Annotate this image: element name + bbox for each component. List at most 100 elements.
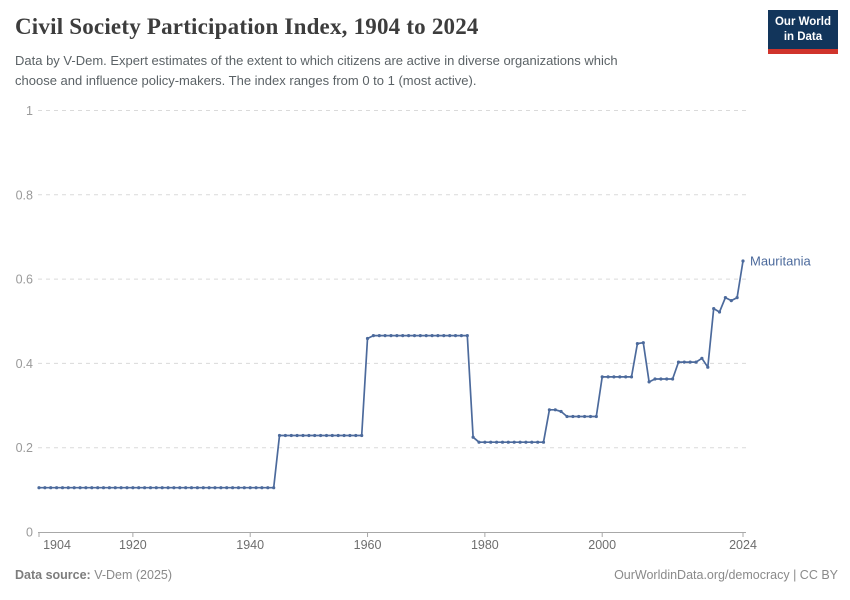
data-point[interactable] <box>594 414 598 419</box>
data-point[interactable] <box>395 334 399 338</box>
data-point[interactable] <box>477 440 481 444</box>
data-point[interactable] <box>612 375 616 379</box>
data-point[interactable] <box>236 486 241 490</box>
data-point[interactable] <box>717 310 722 314</box>
data-point[interactable] <box>272 486 276 490</box>
series-entity-label[interactable]: Mauritania <box>750 253 811 268</box>
data-point[interactable] <box>277 433 282 438</box>
data-point[interactable] <box>659 377 663 381</box>
data-point[interactable] <box>307 433 311 438</box>
data-point[interactable] <box>729 299 733 303</box>
data-point[interactable] <box>459 334 463 338</box>
data-point[interactable] <box>506 440 510 444</box>
data-point[interactable] <box>319 433 323 438</box>
data-point[interactable] <box>389 334 393 338</box>
data-point[interactable] <box>624 375 628 379</box>
data-point[interactable] <box>143 486 147 490</box>
data-point[interactable] <box>365 336 370 341</box>
data-point[interactable] <box>512 440 516 444</box>
data-point[interactable] <box>571 414 575 419</box>
data-point[interactable] <box>712 307 716 311</box>
data-point[interactable] <box>283 433 287 438</box>
series-points[interactable] <box>37 259 745 490</box>
data-point[interactable] <box>201 486 205 490</box>
data-point[interactable] <box>160 486 164 490</box>
data-point[interactable] <box>107 486 111 490</box>
data-point[interactable] <box>225 486 229 490</box>
data-point[interactable] <box>248 486 252 490</box>
data-point[interactable] <box>635 342 640 346</box>
data-point[interactable] <box>189 486 194 490</box>
data-point[interactable] <box>424 334 428 338</box>
data-point[interactable] <box>354 433 358 438</box>
data-point[interactable] <box>741 259 745 263</box>
data-point[interactable] <box>207 486 211 490</box>
data-point[interactable] <box>383 334 387 338</box>
data-point[interactable] <box>518 440 522 444</box>
data-point[interactable] <box>442 334 446 338</box>
data-point[interactable] <box>37 486 41 490</box>
data-point[interactable] <box>313 433 317 438</box>
data-point[interactable] <box>90 486 94 490</box>
data-point[interactable] <box>254 486 258 490</box>
data-point[interactable] <box>500 440 505 444</box>
data-point[interactable] <box>43 486 47 490</box>
data-point[interactable] <box>330 433 334 438</box>
data-point[interactable] <box>418 334 422 338</box>
data-point[interactable] <box>301 433 305 438</box>
data-point[interactable] <box>231 486 235 490</box>
data-point[interactable] <box>547 408 552 412</box>
data-point[interactable] <box>407 334 411 338</box>
data-point[interactable] <box>647 380 651 384</box>
data-point[interactable] <box>101 486 106 490</box>
data-point[interactable] <box>671 377 675 381</box>
data-point[interactable] <box>465 334 469 338</box>
data-point[interactable] <box>436 334 440 338</box>
data-point[interactable] <box>213 486 217 490</box>
data-point[interactable] <box>483 440 487 444</box>
data-point[interactable] <box>336 433 340 438</box>
data-point[interactable] <box>172 486 176 490</box>
data-point[interactable] <box>289 433 293 438</box>
data-point[interactable] <box>401 334 405 338</box>
data-point[interactable] <box>559 409 563 414</box>
data-point[interactable] <box>577 414 581 419</box>
data-point[interactable] <box>430 334 434 338</box>
data-point[interactable] <box>588 414 593 419</box>
data-point[interactable] <box>583 414 587 419</box>
data-point[interactable] <box>471 435 475 439</box>
data-point[interactable] <box>553 408 557 412</box>
data-point[interactable] <box>688 360 692 364</box>
data-point[interactable] <box>600 375 604 379</box>
data-point[interactable] <box>723 296 728 300</box>
data-point[interactable] <box>541 440 546 444</box>
data-point[interactable] <box>166 486 170 490</box>
data-point[interactable] <box>131 486 135 490</box>
data-point[interactable] <box>295 433 299 438</box>
data-point[interactable] <box>618 375 622 379</box>
footer-license-link[interactable]: OurWorldinData.org/democracy | CC BY <box>614 568 838 582</box>
data-point[interactable] <box>700 356 704 360</box>
data-point[interactable] <box>148 486 153 490</box>
owid-logo[interactable]: Our World in Data <box>767 10 838 54</box>
data-point[interactable] <box>495 440 499 444</box>
data-point[interactable] <box>606 375 610 379</box>
data-point[interactable] <box>154 486 158 490</box>
data-point[interactable] <box>641 341 645 345</box>
data-point[interactable] <box>178 486 182 490</box>
data-point[interactable] <box>524 440 528 444</box>
data-point[interactable] <box>184 486 188 490</box>
data-point[interactable] <box>49 486 53 490</box>
data-point[interactable] <box>66 486 70 490</box>
data-point[interactable] <box>448 334 452 338</box>
data-point[interactable] <box>72 486 76 490</box>
data-point[interactable] <box>113 486 117 490</box>
data-point[interactable] <box>360 433 364 438</box>
data-point[interactable] <box>489 440 493 444</box>
data-point[interactable] <box>242 486 246 490</box>
data-point[interactable] <box>266 486 270 490</box>
data-point[interactable] <box>55 486 59 490</box>
data-point[interactable] <box>324 433 329 438</box>
data-point[interactable] <box>706 365 710 369</box>
data-point[interactable] <box>219 486 223 490</box>
